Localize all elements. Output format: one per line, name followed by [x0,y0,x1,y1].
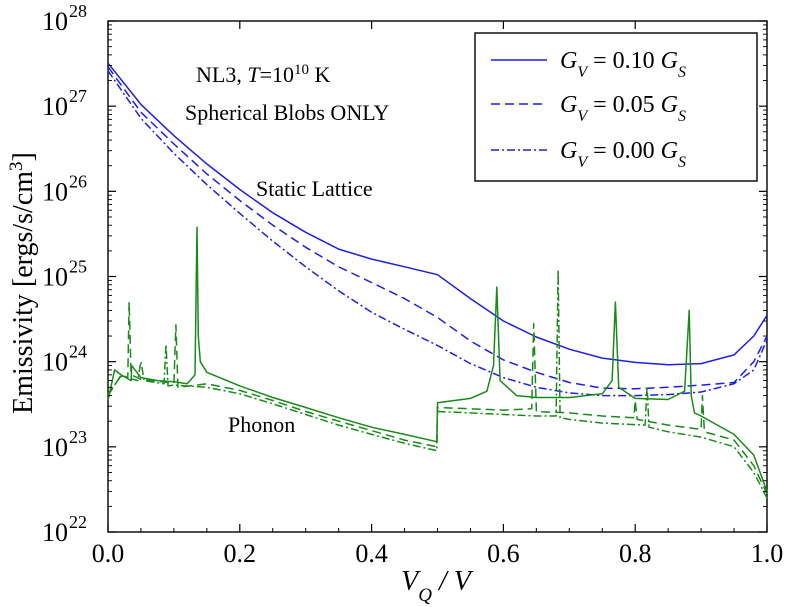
series-line-static-dashed [107,66,768,390]
annotation-static-lattice: Static Lattice [256,176,373,201]
annotation-geometry: Spherical Blobs ONLY [185,100,389,125]
y-tick-exponent: 28 [69,1,87,21]
y-axis-title: Emissivity [ergs/s/cm3] [6,152,40,414]
x-tick-label: 0.8 [619,539,652,568]
y-tick-label: 10 [42,348,68,377]
y-tick-exponent: 27 [69,86,87,106]
series-line-phonon-dashed [107,301,768,495]
legend: GV = 0.10 GS GV = 0.05 GS GV = 0.00 GS [474,32,758,182]
series-group [107,62,768,499]
y-tick-label: 10 [42,92,68,121]
series-line-phonon-solid [107,226,768,492]
annotation-phonon: Phonon [228,412,295,437]
series-line-static-dashdot [107,70,768,397]
x-tick-label: 0.4 [355,539,388,568]
y-tick-label: 10 [42,177,68,206]
y-tick-exponent: 23 [69,427,87,447]
series-line-static-solid [107,62,768,366]
legend-box [474,32,758,182]
y-tick-label: 10 [42,7,68,36]
y-tick-label: 10 [42,518,68,547]
annotation-model: NL3, T=1010 K [196,62,331,87]
y-tick-exponent: 22 [69,512,87,532]
x-tick-label: 0.2 [224,539,257,568]
series-line-phonon-dashdot [107,269,768,499]
y-tick-exponent: 25 [69,257,87,277]
x-axis-title: VQ / V [401,566,474,606]
x-tick-label: 1.0 [751,539,784,568]
y-tick-label: 10 [42,433,68,462]
x-tick-label: 0.6 [487,539,520,568]
x-tick-label: 0.0 [92,539,125,568]
y-tick-exponent: 24 [69,342,87,362]
y-tick-exponent: 26 [69,171,87,191]
y-tick-label: 10 [42,263,68,292]
